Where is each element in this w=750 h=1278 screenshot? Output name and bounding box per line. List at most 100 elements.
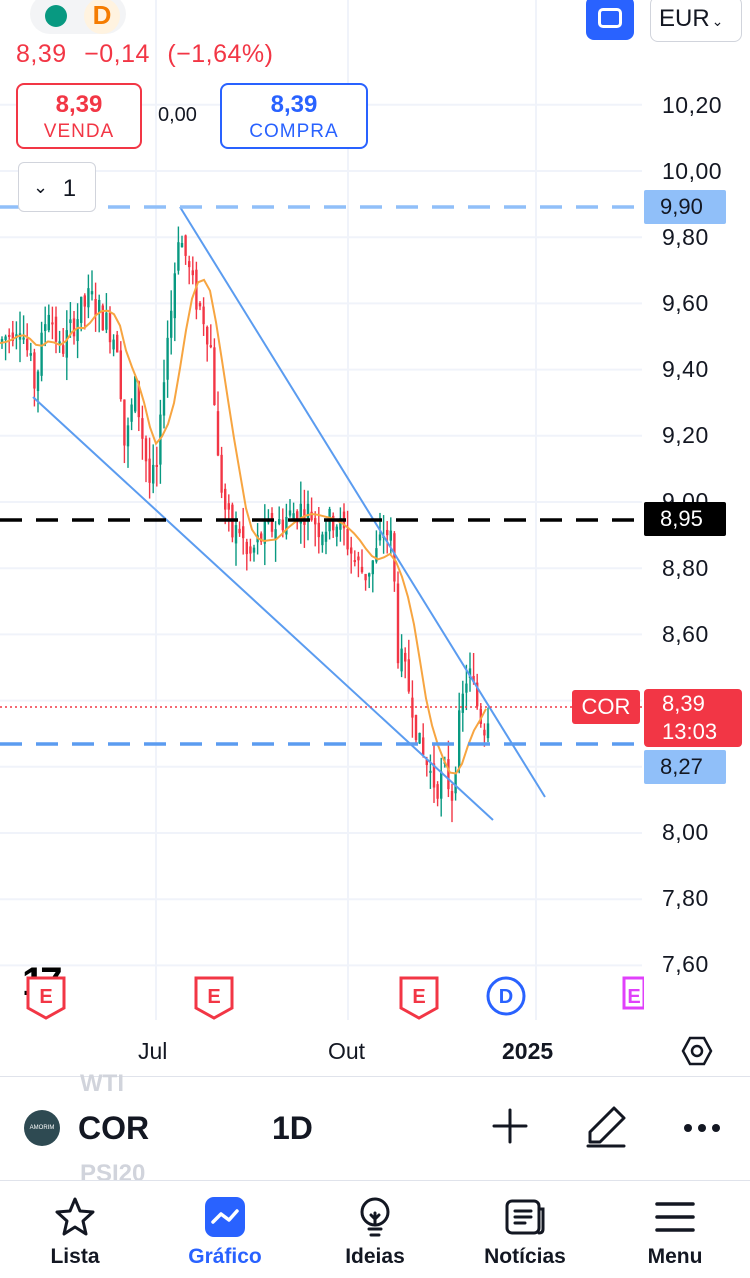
last-price-tag: 8,39 13:03 (644, 689, 742, 747)
fullscreen-button[interactable] (586, 0, 634, 40)
candle-body (33, 352, 36, 389)
nav-news[interactable]: Notícias (450, 1181, 600, 1278)
earnings-event-icon[interactable]: E (194, 976, 234, 1020)
candle-body (224, 488, 227, 510)
nav-label: Menu (647, 1245, 703, 1268)
price-change-pct: (−1,64%) (167, 40, 274, 68)
candle-body (227, 503, 230, 510)
candle-body (407, 659, 410, 692)
more-options-icon[interactable] (680, 1110, 724, 1146)
candle-body (141, 418, 144, 439)
candle-body (418, 732, 421, 744)
x-axis-label: 2025 (502, 1038, 554, 1064)
candle-body (123, 399, 126, 446)
dividend-event-icon[interactable]: D (486, 976, 526, 1020)
drawing-tools-icon[interactable] (584, 1104, 628, 1148)
candle-body (170, 310, 173, 338)
candle-body (378, 534, 382, 541)
candle-body (422, 737, 425, 755)
candle-body (162, 382, 166, 416)
candle-body (144, 438, 148, 462)
candle-body (299, 503, 302, 524)
candle-body (364, 573, 367, 581)
nav-menu[interactable]: Menu (600, 1181, 750, 1278)
currency-label: EUR (659, 5, 710, 32)
candle-body (242, 526, 245, 539)
chart-icon (205, 1197, 245, 1237)
symbol-toolbar (0, 1076, 750, 1180)
candle-body (321, 534, 324, 546)
candle-body (177, 242, 180, 271)
candle-body (335, 526, 338, 537)
candle-body (202, 306, 205, 325)
nav-label: Gráfico (188, 1245, 262, 1268)
candle-body (126, 425, 130, 447)
candle-body (285, 516, 288, 535)
candle-body (206, 326, 209, 345)
nav-watchlist[interactable]: Lista (0, 1181, 150, 1278)
candle-body (375, 548, 378, 562)
fullscreen-icon (598, 8, 622, 28)
candle-body (332, 515, 335, 531)
candle-body (411, 697, 414, 718)
price-chart[interactable] (0, 0, 750, 1030)
candle-body (306, 503, 310, 520)
candle-body (450, 790, 454, 801)
candle-body (213, 347, 216, 405)
nav-ideas[interactable]: Ideias (300, 1181, 450, 1278)
timeframe-button[interactable]: 1D (272, 1110, 313, 1146)
candle-body (155, 464, 158, 467)
chevron-down-icon: ⌄ (33, 177, 49, 197)
buy-button[interactable]: 8,39 COMPRA (220, 83, 368, 149)
sell-price: 8,39 (55, 91, 103, 118)
currency-select[interactable]: EUR ⌄ (650, 0, 742, 42)
candle-body (62, 345, 65, 354)
candle-body (353, 560, 356, 563)
candle-body (274, 529, 277, 540)
candle-body (454, 773, 457, 794)
earnings-event-icon[interactable]: E (622, 976, 644, 1020)
add-compare-icon[interactable] (490, 1106, 530, 1146)
y-axis-label: 9,80 (662, 224, 709, 250)
candle-body (350, 547, 353, 554)
candle-body (116, 334, 119, 353)
candle-body (263, 521, 266, 544)
buy-price: 8,39 (270, 91, 318, 118)
buy-label: COMPRA (249, 121, 339, 142)
quote-line: 8,39 −0,14 (−1,64%) (16, 40, 283, 69)
candle-body (400, 648, 403, 672)
y-axis-label: 9,40 (662, 356, 709, 382)
chart-settings-icon[interactable] (680, 1034, 714, 1068)
nav-label: Lista (50, 1245, 100, 1268)
earnings-event-letter: E (39, 986, 52, 1008)
candle-body (173, 273, 176, 319)
session-badge[interactable]: D (84, 0, 120, 34)
symbol-name-button[interactable]: COR (78, 1110, 150, 1146)
candle-body (386, 529, 389, 536)
candle-body (195, 269, 198, 310)
candle-body (288, 510, 292, 516)
earnings-event-icon[interactable]: E (399, 976, 439, 1020)
menu-icon (655, 1202, 695, 1232)
candle-body (11, 332, 14, 341)
candle-body (83, 295, 86, 307)
candle-body (465, 683, 468, 693)
earnings-event-letter: E (412, 986, 425, 1008)
indicators-toggle[interactable]: ⌄ 1 (18, 162, 96, 212)
candle-body (440, 771, 443, 799)
candle-body (29, 353, 32, 356)
lower-level-tag: 8,27 (644, 750, 726, 784)
candle-body (447, 759, 450, 790)
candle-body (72, 318, 76, 337)
candle-body (404, 652, 407, 662)
candle-body (461, 693, 464, 713)
candle-body (324, 531, 328, 542)
lightbulb-icon (360, 1197, 390, 1237)
y-axis-label: 9,20 (662, 422, 709, 448)
sell-button[interactable]: 8,39 VENDA (16, 83, 142, 149)
earnings-event-icon[interactable]: E (26, 976, 66, 1020)
candle-body (209, 345, 212, 348)
nav-label: Notícias (484, 1245, 566, 1268)
market-open-dot-icon (45, 5, 67, 27)
nav-chart[interactable]: Gráfico (150, 1181, 300, 1278)
